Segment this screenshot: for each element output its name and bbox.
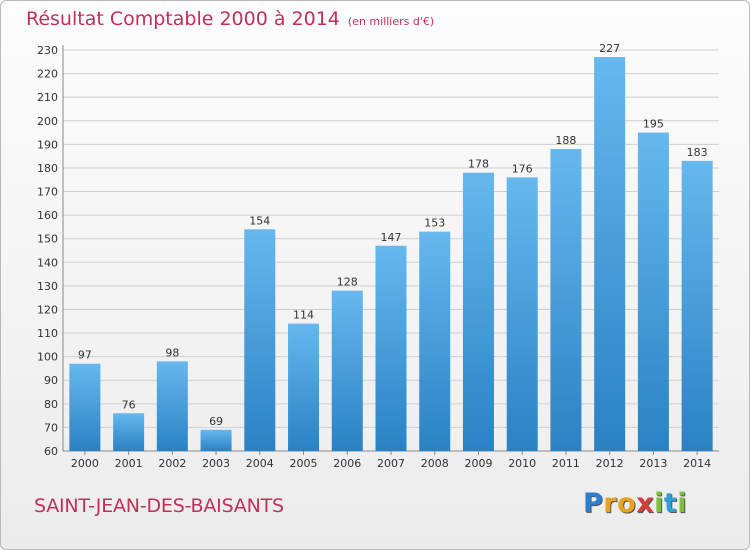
bar bbox=[288, 323, 320, 451]
logo-letter: i bbox=[654, 488, 664, 519]
x-tick-label: 2013 bbox=[639, 457, 667, 470]
data-label: 227 bbox=[599, 42, 620, 55]
x-tick-label: 2000 bbox=[71, 457, 99, 470]
bar bbox=[462, 172, 494, 452]
bar bbox=[419, 231, 451, 451]
bar bbox=[200, 429, 232, 451]
x-tick-label: 2006 bbox=[333, 457, 361, 470]
bar bbox=[506, 177, 538, 451]
x-tick-label: 2011 bbox=[552, 457, 580, 470]
x-tick-label: 2014 bbox=[683, 457, 711, 470]
data-label: 176 bbox=[512, 162, 533, 175]
data-label: 153 bbox=[424, 217, 445, 230]
data-label: 97 bbox=[78, 349, 92, 362]
logo-letter: r bbox=[603, 488, 618, 519]
logo-letter: i bbox=[677, 488, 688, 519]
y-tick-label: 70 bbox=[44, 421, 58, 434]
bar bbox=[331, 290, 363, 451]
y-tick-label: 170 bbox=[37, 186, 58, 199]
y-tick-label: 220 bbox=[37, 68, 58, 81]
y-tick-label: 160 bbox=[37, 209, 58, 222]
bar bbox=[637, 132, 669, 451]
bar bbox=[594, 57, 626, 451]
y-tick-label: 60 bbox=[44, 445, 58, 458]
logo-letter: x bbox=[636, 488, 655, 519]
x-tick-label: 2010 bbox=[508, 457, 536, 470]
x-tick-label: 2007 bbox=[377, 457, 405, 470]
bar bbox=[156, 361, 188, 451]
y-tick-label: 190 bbox=[37, 138, 58, 151]
label-layer: 97 76 98 69 154 114 128 147 153 178 176 188 227 195 18… bbox=[78, 42, 708, 428]
y-tick-label: 80 bbox=[44, 398, 58, 411]
y-tick-label: 110 bbox=[37, 327, 58, 340]
data-label: 183 bbox=[687, 146, 708, 159]
commune-name: SAINT-JEAN-DES-BAISANTS bbox=[34, 495, 284, 517]
data-label: 76 bbox=[122, 398, 136, 411]
y-tick-label: 130 bbox=[37, 280, 58, 293]
data-label: 195 bbox=[643, 118, 664, 131]
x-tick-label: 2002 bbox=[158, 457, 186, 470]
data-label: 154 bbox=[249, 214, 270, 227]
axis-layer: 60 70 80 90 100 110 120 130 140 150 160 170 180 190 20… bbox=[37, 44, 719, 470]
y-tick-label: 100 bbox=[37, 351, 58, 364]
data-label: 147 bbox=[381, 231, 402, 244]
x-tick-label: 2008 bbox=[421, 457, 449, 470]
logo-letter: P bbox=[583, 488, 604, 519]
bar bbox=[69, 363, 101, 451]
logo-letter: o bbox=[617, 488, 637, 519]
y-tick-label: 210 bbox=[37, 91, 58, 104]
data-label: 114 bbox=[293, 309, 314, 322]
x-tick-label: 2004 bbox=[246, 457, 274, 470]
y-tick-label: 180 bbox=[37, 162, 58, 175]
y-tick-label: 230 bbox=[37, 44, 58, 57]
x-tick-label: 2003 bbox=[202, 457, 230, 470]
bar bbox=[244, 229, 276, 451]
bar-layer bbox=[69, 57, 713, 452]
chart-subtitle: (en milliers d'€) bbox=[347, 15, 435, 28]
chart-title: Résultat Comptable 2000 à 2014 (en millie… bbox=[26, 8, 434, 30]
proxiti-logo: Proxiti bbox=[583, 488, 687, 519]
x-tick-label: 2001 bbox=[115, 457, 143, 470]
logo-letter: t bbox=[663, 488, 678, 519]
data-label: 188 bbox=[555, 134, 576, 147]
data-label: 69 bbox=[209, 415, 223, 428]
bar bbox=[375, 245, 407, 451]
y-tick-label: 120 bbox=[37, 303, 58, 316]
x-tick-label: 2009 bbox=[464, 457, 492, 470]
chart-title-text: Résultat Comptable 2000 à 2014 bbox=[26, 8, 340, 30]
data-label: 98 bbox=[165, 346, 179, 359]
bar bbox=[113, 413, 145, 451]
data-label: 128 bbox=[337, 276, 358, 289]
data-label: 178 bbox=[468, 158, 489, 171]
x-tick-label: 2012 bbox=[596, 457, 624, 470]
y-tick-label: 150 bbox=[37, 233, 58, 246]
y-tick-label: 140 bbox=[37, 256, 58, 269]
y-tick-label: 90 bbox=[44, 374, 58, 387]
bar bbox=[550, 149, 582, 451]
bar bbox=[681, 160, 713, 452]
y-tick-label: 200 bbox=[37, 115, 58, 128]
x-tick-label: 2005 bbox=[290, 457, 318, 470]
